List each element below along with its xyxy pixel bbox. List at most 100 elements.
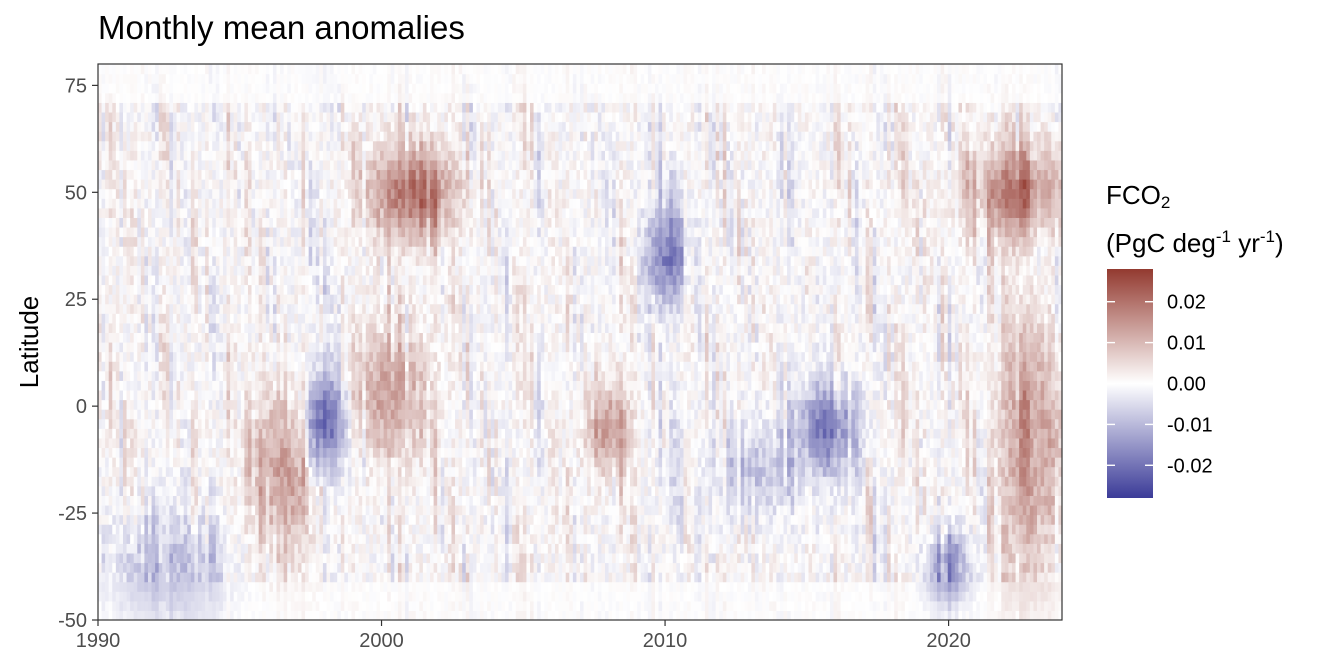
heatmap-cell — [208, 457, 213, 468]
heatmap-cell — [190, 437, 195, 449]
heatmap-cell — [369, 255, 374, 266]
heatmap-cell — [362, 361, 367, 372]
heatmap-cell — [355, 591, 360, 602]
heatmap-cell — [376, 188, 381, 199]
heatmap-cell — [108, 399, 113, 410]
heatmap-cell — [344, 552, 349, 564]
heatmap-cell — [340, 217, 345, 228]
heatmap-cell — [322, 466, 328, 477]
heatmap-cell — [222, 313, 228, 324]
heatmap-cell — [340, 255, 345, 266]
heatmap-cell — [158, 380, 163, 391]
heatmap-cell — [230, 188, 235, 199]
heatmap-cell — [176, 504, 181, 516]
heatmap-cell — [151, 274, 156, 286]
heatmap-cell — [98, 246, 103, 257]
heatmap-cell — [205, 140, 210, 151]
heatmap-cell — [337, 533, 342, 544]
heatmap-cell — [344, 169, 349, 180]
heatmap-cell — [183, 342, 188, 353]
heatmap-cell — [212, 83, 217, 94]
heatmap-cell — [287, 437, 292, 449]
heatmap-cell — [208, 543, 213, 554]
heatmap-cell — [197, 418, 203, 429]
heatmap-cell — [376, 226, 381, 238]
heatmap-cell — [315, 140, 320, 151]
heatmap-cell — [397, 294, 403, 305]
heatmap-cell — [137, 543, 142, 554]
heatmap-cell — [112, 466, 117, 477]
heatmap-cell — [315, 543, 320, 554]
heatmap-cell — [219, 466, 224, 477]
heatmap-cell — [183, 217, 188, 228]
heatmap-cell — [244, 226, 249, 238]
heatmap-cell — [390, 274, 395, 286]
heatmap-cell — [237, 524, 242, 535]
heatmap-cell — [208, 64, 213, 75]
heatmap-cell — [390, 543, 395, 554]
heatmap-cell — [244, 294, 249, 305]
heatmap-cell — [276, 102, 281, 113]
heatmap-cell — [272, 159, 278, 171]
heatmap-cell — [372, 600, 378, 612]
heatmap-cell — [215, 188, 220, 199]
heatmap-cell — [362, 572, 367, 583]
heatmap-cell — [269, 198, 274, 209]
heatmap-cell — [322, 111, 328, 123]
heatmap-cell — [255, 294, 260, 305]
heatmap-cell — [219, 188, 224, 199]
heatmap-cell — [401, 255, 406, 266]
heatmap-cell — [215, 476, 220, 487]
heatmap-cell — [333, 457, 338, 468]
heatmap-cell — [183, 543, 188, 554]
heatmap-cell — [294, 591, 299, 602]
heatmap-cell — [355, 610, 360, 620]
heatmap-cell — [240, 342, 245, 353]
heatmap-cell — [330, 303, 335, 314]
heatmap-cell — [158, 179, 163, 190]
heatmap-cell — [155, 313, 160, 324]
heatmap-cell — [330, 236, 335, 247]
heatmap-cell — [162, 332, 167, 343]
heatmap-cell — [101, 351, 106, 362]
heatmap-cell — [272, 198, 278, 209]
heatmap-cell — [98, 562, 103, 573]
heatmap-cell — [305, 495, 310, 506]
heatmap-cell — [222, 188, 228, 199]
heatmap-cell — [383, 198, 388, 209]
heatmap-cell — [322, 92, 328, 103]
heatmap-cell — [244, 284, 249, 295]
heatmap-cell — [344, 150, 349, 161]
heatmap-cell — [265, 447, 270, 458]
heatmap-cell — [319, 447, 324, 458]
heatmap-cell — [105, 207, 110, 218]
heatmap-cell — [247, 169, 253, 180]
heatmap-cell — [340, 284, 345, 295]
heatmap-cell — [322, 351, 328, 362]
heatmap-cell — [108, 533, 113, 544]
heatmap-cell — [233, 610, 238, 620]
heatmap-cell — [201, 303, 206, 314]
heatmap-cell — [180, 284, 185, 295]
heatmap-cell — [215, 92, 220, 103]
heatmap-cell — [244, 351, 249, 362]
heatmap-cell — [376, 466, 381, 477]
heatmap-cell — [140, 485, 146, 496]
heatmap-cell — [265, 207, 270, 218]
heatmap-cell — [380, 552, 385, 564]
heatmap-cell — [137, 476, 142, 487]
heatmap-cell — [158, 246, 163, 257]
heatmap-cell — [401, 159, 406, 171]
heatmap-cell — [280, 274, 285, 286]
heatmap-cell — [326, 409, 331, 420]
heatmap-cell — [119, 322, 124, 334]
heatmap-cell — [305, 552, 310, 564]
heatmap-cell — [265, 361, 270, 372]
heatmap-cell — [312, 64, 317, 75]
heatmap-cell — [272, 226, 278, 238]
heatmap-cell — [365, 552, 370, 564]
heatmap-cell — [401, 226, 406, 238]
heatmap-cell — [276, 111, 281, 123]
heatmap-cell — [190, 418, 195, 429]
heatmap-cell — [283, 246, 288, 257]
